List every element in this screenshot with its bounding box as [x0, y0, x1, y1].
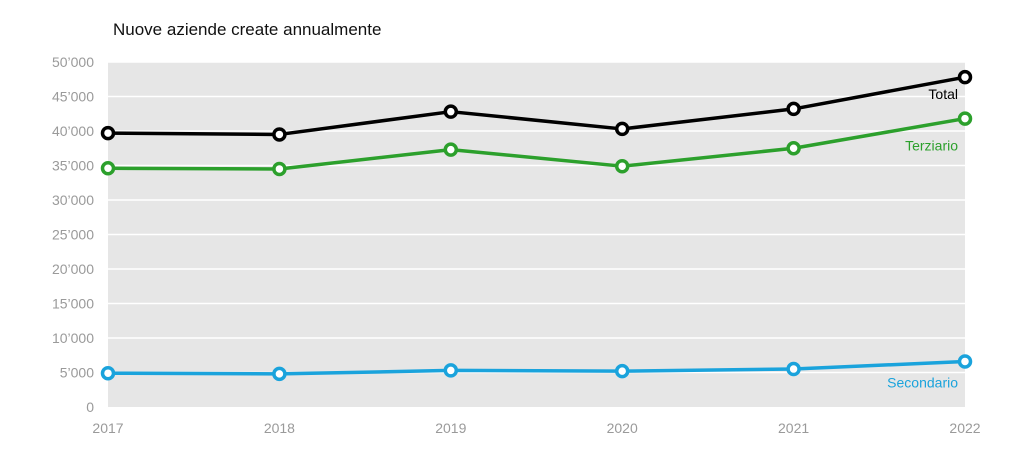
series-label-total: Total [928, 86, 958, 102]
x-tick-label: 2021 [778, 420, 809, 436]
y-tick-label: 20’000 [52, 261, 94, 277]
data-point-secondario [272, 366, 287, 382]
y-tick-label: 15’000 [52, 296, 94, 312]
data-point-total [272, 127, 287, 142]
chart-title: Nuove aziende create annualmente [113, 20, 382, 39]
x-axis-ticks: 2017 2018 2019 2020 2021 2022 [92, 420, 980, 436]
series-lines [100, 69, 973, 382]
data-point-secondario [614, 363, 630, 379]
x-tick-label: 2022 [949, 420, 980, 436]
data-point-terziario [100, 161, 116, 176]
y-tick-label: 10’000 [52, 330, 94, 346]
data-point-secondario [100, 365, 116, 381]
data-point-secondario [786, 361, 801, 377]
y-tick-label: 35’000 [52, 158, 94, 174]
data-point-total [957, 69, 973, 85]
y-tick-label: 40’000 [52, 123, 94, 139]
y-tick-label: 50’000 [52, 54, 94, 70]
series-line-terziario [107, 116, 966, 171]
series-line-total [107, 75, 966, 137]
y-tick-label: 30’000 [52, 192, 94, 208]
series-label-secondario: Secondario [887, 374, 958, 390]
y-axis-ticks: 0 5’000 10’000 15’000 20’000 25’000 30’000 35’0… [52, 54, 94, 415]
data-point-terziario [272, 161, 287, 177]
data-point-secondario [443, 363, 459, 378]
x-tick-label: 2019 [435, 420, 466, 436]
data-point-secondario [957, 354, 973, 369]
data-point-terziario [957, 111, 973, 126]
x-tick-label: 2017 [92, 420, 123, 436]
data-point-terziario [786, 141, 801, 156]
data-point-terziario [443, 142, 459, 157]
data-point-total [100, 125, 116, 141]
y-tick-label: 0 [86, 399, 94, 415]
data-point-total [443, 104, 459, 119]
data-point-total [786, 101, 801, 117]
series-line-secondario [107, 359, 966, 376]
data-point-total [614, 121, 630, 137]
y-tick-label: 45’000 [52, 89, 94, 105]
series-labels: Total Terziario Secondario [887, 86, 958, 390]
x-tick-label: 2020 [607, 420, 638, 436]
x-tick-label: 2018 [264, 420, 295, 436]
series-label-terziario: Terziario [905, 138, 958, 154]
y-tick-label: 25’000 [52, 227, 94, 243]
data-point-terziario [614, 158, 630, 174]
y-tick-label: 5’000 [60, 365, 94, 381]
